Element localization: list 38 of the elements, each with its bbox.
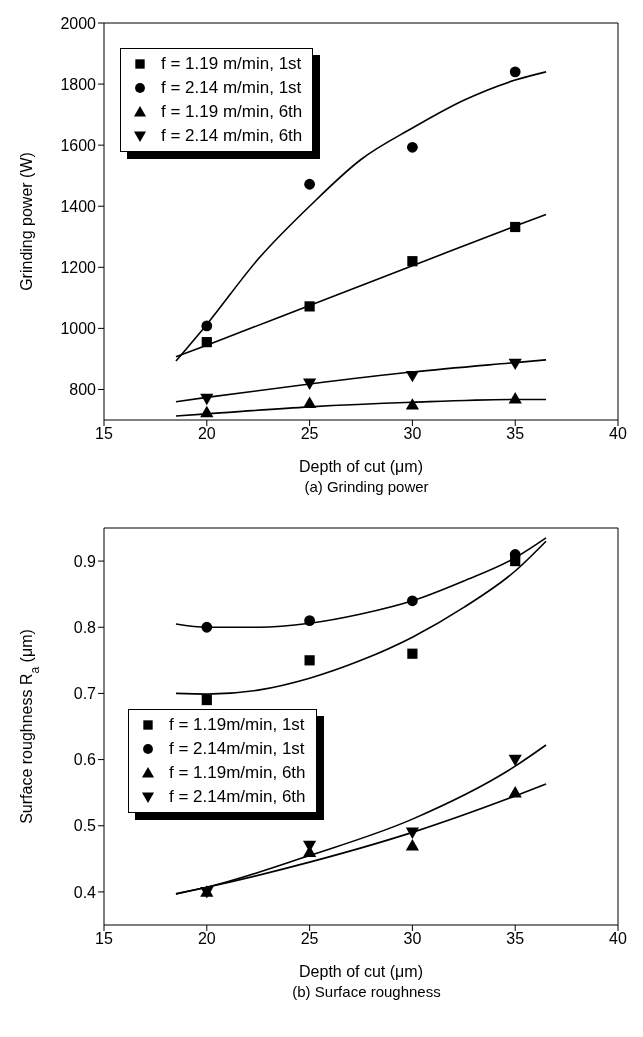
y-tick-label: 1000 xyxy=(60,320,97,338)
y-tick-label: 1200 xyxy=(60,258,97,276)
x-tick-label: 35 xyxy=(506,425,525,443)
y-tick-label: 1800 xyxy=(60,75,97,93)
y-tick-label: 1600 xyxy=(60,136,97,154)
x-tick-label: 15 xyxy=(95,930,113,948)
y-tick-label: 0.9 xyxy=(73,552,97,570)
x-tick-label: 30 xyxy=(403,930,422,948)
y-tick-label: 0.5 xyxy=(73,817,97,835)
y-tick-label: 2000 xyxy=(60,14,97,32)
y-tick-label: 800 xyxy=(69,381,97,399)
x-tick-label: 25 xyxy=(300,425,319,443)
legend-label: f = 1.19 m/min, 1st xyxy=(161,53,302,75)
y-tick-label: 0.4 xyxy=(73,883,97,901)
x-tick-label: 15 xyxy=(95,425,113,443)
legend-label: f = 2.14 m/min, 6th xyxy=(161,125,303,147)
legend-label: f = 2.14 m/min, 1st xyxy=(161,77,302,99)
legend-label: f = 1.19m/min, 6th xyxy=(169,762,306,784)
y-tick-label: 1400 xyxy=(60,197,97,215)
y-axis-title: Grinding power (W) xyxy=(18,152,35,291)
legend-label: f = 2.14m/min, 1st xyxy=(169,738,305,760)
text: (b) Surface roughness xyxy=(291,983,442,1000)
y-tick-label: 0.7 xyxy=(73,685,97,703)
x-tick-label: 25 xyxy=(300,930,319,948)
x-tick-label: 20 xyxy=(197,425,216,443)
y-tick-label: 0.6 xyxy=(73,751,97,769)
x-axis-title: Depth of cut (μm) xyxy=(299,458,423,475)
x-tick-label: 40 xyxy=(609,930,627,948)
x-tick-label: 35 xyxy=(506,930,525,948)
legend-label: f = 1.19m/min, 1st xyxy=(169,714,305,736)
legend-label: f = 2.14m/min, 6th xyxy=(169,786,306,808)
x-axis-title: Depth of cut (μm) xyxy=(299,963,423,980)
x-tick-label: 20 xyxy=(197,930,216,948)
x-tick-label: 30 xyxy=(403,425,422,443)
text: (a) Grinding power xyxy=(303,478,430,495)
y-tick-label: 0.8 xyxy=(73,618,97,636)
legend-label: f = 1.19 m/min, 6th xyxy=(161,101,303,123)
x-tick-label: 40 xyxy=(609,425,627,443)
